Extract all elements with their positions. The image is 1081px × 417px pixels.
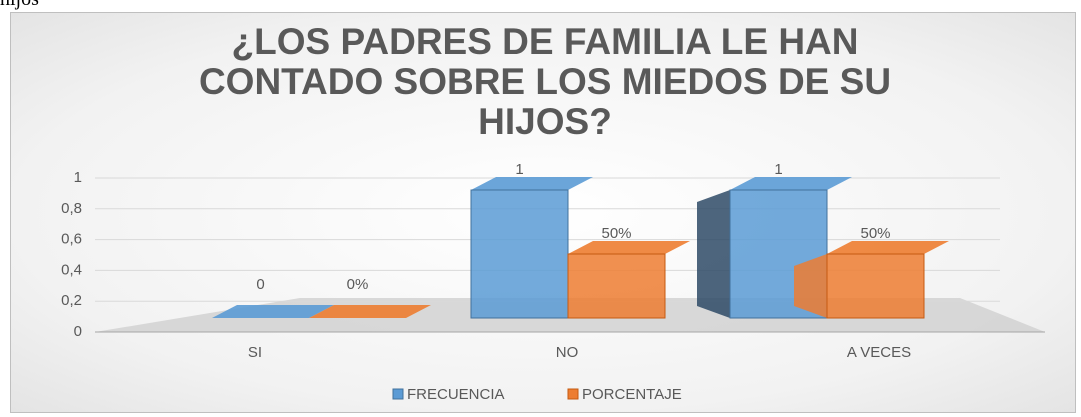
legend-label: PORCENTAJE	[582, 386, 682, 403]
x-tick-label: NO	[556, 344, 579, 361]
bar	[309, 305, 431, 318]
y-tick-label: 0,2	[61, 292, 82, 309]
data-label: 50%	[601, 225, 631, 242]
bar	[567, 241, 690, 319]
bar-face	[826, 253, 925, 319]
legend-swatch	[392, 388, 404, 400]
bar	[794, 241, 949, 319]
bar-face	[568, 241, 690, 254]
x-tick-label: SI	[248, 344, 262, 361]
x-tick-label: A VECES	[847, 344, 911, 361]
bar-face	[794, 254, 827, 318]
bar	[470, 177, 593, 319]
data-label: 50%	[860, 225, 890, 242]
bar-face	[697, 190, 730, 318]
data-label: 1	[515, 161, 523, 178]
bar-face	[730, 177, 852, 190]
bar-face	[567, 253, 666, 319]
y-tick-label: 0	[74, 323, 82, 340]
document-fragment: hijos	[0, 0, 39, 11]
bar	[212, 305, 334, 318]
y-tick-label: 1	[74, 169, 82, 186]
bar-face	[212, 305, 334, 318]
legend-swatch	[567, 388, 579, 400]
data-label: 0	[256, 276, 264, 293]
y-tick-label: 0,6	[61, 231, 82, 248]
y-tick-label: 0,8	[61, 200, 82, 217]
data-label: 1	[774, 161, 782, 178]
legend-label: FRECUENCIA	[407, 386, 505, 403]
bar-face	[470, 189, 569, 319]
chart-title: ¿LOS PADRES DE FAMILIA LE HAN CONTADO SO…	[198, 21, 892, 142]
bar-face	[309, 305, 431, 318]
y-tick-label: 0,4	[61, 261, 82, 278]
bar-face	[827, 241, 949, 254]
bar-face	[471, 177, 593, 190]
data-label: 0%	[347, 276, 369, 293]
